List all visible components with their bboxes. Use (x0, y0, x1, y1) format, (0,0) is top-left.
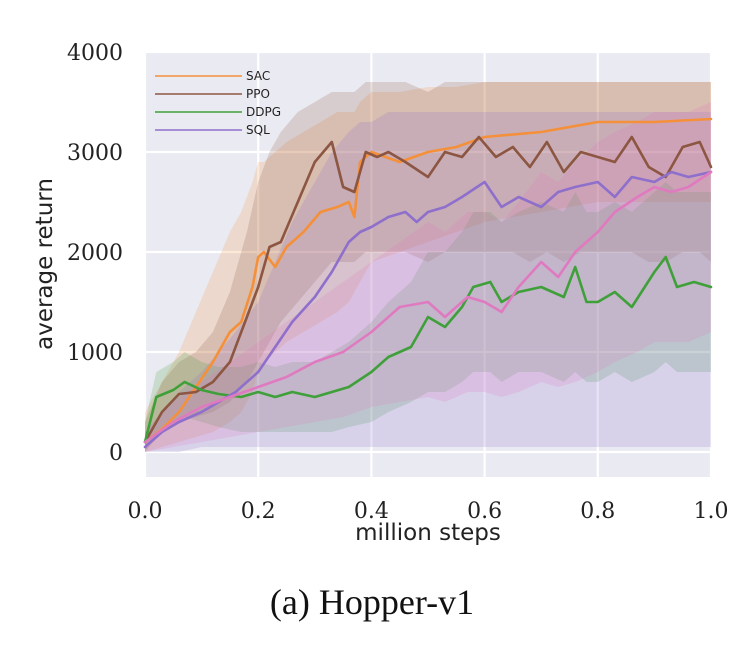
x-tick-label: 1.0 (694, 499, 729, 524)
x-tick-label: 0.4 (354, 499, 389, 524)
band-ppo (145, 82, 711, 452)
legend: SAC PPO DDPG SQL (155, 69, 281, 137)
x-tick-labels: 0.0 0.2 0.4 0.6 0.8 1.0 (128, 499, 729, 524)
band-sac (145, 82, 711, 452)
x-tick-label: 0.8 (580, 499, 615, 524)
y-tick-label: 0 (109, 441, 123, 466)
legend-label-ddpg: DDPG (246, 105, 281, 119)
line-ppo (143, 135, 713, 444)
line-series-4 (143, 170, 713, 444)
figure-caption: (a) Hopper-v1 (270, 582, 474, 622)
legend-label-sac: SAC (246, 69, 270, 83)
legend-label-sql: SQL (246, 123, 270, 137)
line-sql (143, 170, 713, 449)
legend-label-ppo: PPO (246, 87, 270, 101)
y-tick-label: 3000 (67, 141, 123, 166)
band-sql (145, 112, 711, 452)
x-tick-label: 0.0 (128, 499, 163, 524)
x-tick-label: 0.6 (467, 499, 502, 524)
y-axis-label: average return (32, 178, 58, 350)
y-tick-label: 1000 (67, 341, 123, 366)
x-axis-label: million steps (355, 520, 501, 546)
y-tick-label: 4000 (67, 41, 123, 66)
series-lines (143, 117, 713, 449)
y-tick-labels: 0 1000 2000 3000 4000 (67, 41, 123, 466)
y-tick-label: 2000 (67, 241, 123, 266)
x-tick-label: 0.2 (241, 499, 276, 524)
